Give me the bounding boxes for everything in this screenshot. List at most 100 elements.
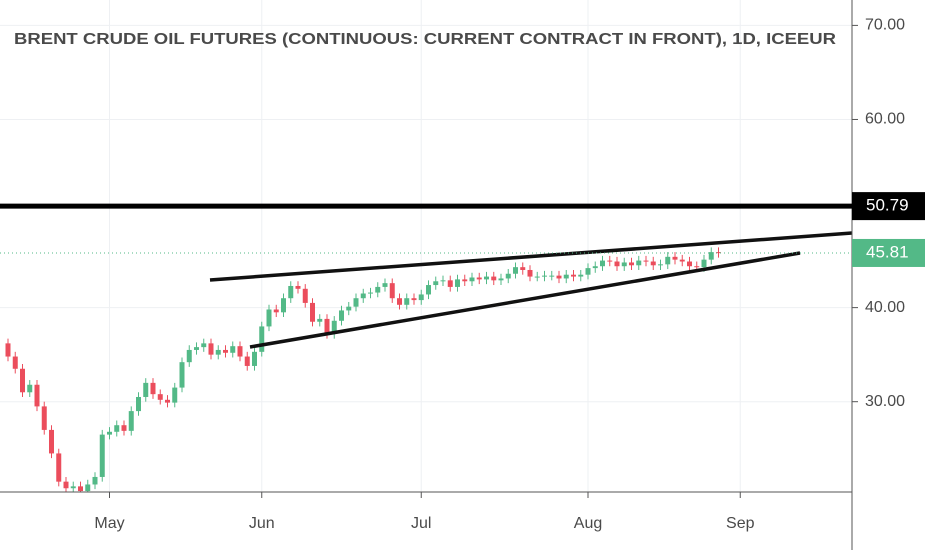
candle-body <box>462 279 468 282</box>
candle-body <box>716 252 721 254</box>
candle-body <box>513 267 518 274</box>
candle-body <box>701 259 707 268</box>
candle-body <box>621 262 627 267</box>
candle-body <box>469 277 475 282</box>
candle-body <box>426 285 431 295</box>
candle-body <box>375 286 381 293</box>
candle-body <box>542 275 547 277</box>
y-tick-label: 40.00 <box>865 299 905 316</box>
candle-body <box>658 264 663 266</box>
level-box <box>852 192 925 221</box>
x-tick-label: Jun <box>249 515 275 532</box>
candle-body <box>404 298 410 305</box>
x-tick-label: Sep <box>726 515 755 532</box>
candle-body <box>92 476 98 485</box>
candle-body <box>128 411 134 431</box>
candle-body <box>650 261 656 266</box>
candle-body <box>549 275 555 277</box>
candle-body <box>556 275 562 279</box>
candle-body <box>520 267 526 270</box>
y-tick-label: 30.00 <box>865 393 905 410</box>
candle-body <box>563 274 569 279</box>
candle-body <box>498 278 504 281</box>
candle-body <box>143 382 149 397</box>
candle-body <box>194 347 199 350</box>
candle-body <box>484 276 489 280</box>
candle-body <box>679 259 685 262</box>
candle-body <box>578 274 584 277</box>
candle-body <box>295 285 301 289</box>
candle-body <box>360 293 366 299</box>
candle-body <box>49 429 54 454</box>
last-price-box <box>852 238 925 267</box>
candle-body <box>607 260 613 262</box>
candle-body <box>157 394 163 400</box>
candle-body <box>85 484 91 492</box>
candle-body <box>600 260 605 267</box>
candle-body <box>63 481 69 489</box>
candle-body <box>78 486 83 492</box>
candle-body <box>172 387 178 403</box>
candle-body <box>382 283 388 287</box>
candle-body <box>165 399 170 403</box>
candle-body <box>5 343 11 357</box>
candle-body <box>339 310 344 321</box>
candle-body <box>244 356 250 366</box>
x-tick-label: Aug <box>574 515 602 532</box>
candle-body <box>505 273 511 279</box>
candle-body <box>687 261 692 267</box>
candle-body <box>491 276 497 281</box>
candle-body <box>694 266 700 268</box>
candle-body <box>324 318 330 334</box>
candle-body <box>99 434 105 477</box>
candle-body <box>665 256 671 265</box>
candle-body <box>288 285 294 299</box>
x-tick-label: Jul <box>411 515 431 532</box>
x-tick-label: May <box>94 515 124 532</box>
upper-trendline <box>209 231 853 282</box>
candle-body <box>56 453 62 482</box>
candle-body <box>368 292 373 294</box>
candle-body <box>266 309 272 327</box>
candle-body <box>310 302 315 322</box>
grid <box>0 0 858 498</box>
candle-body <box>252 351 257 366</box>
candle-body <box>281 298 286 313</box>
y-tick-label: 70.00 <box>865 17 905 34</box>
candle-body <box>34 384 40 407</box>
candle-body <box>643 260 649 262</box>
candle-body <box>237 346 243 357</box>
candle-body <box>12 356 18 369</box>
candle-body <box>418 294 424 301</box>
candle-body <box>592 266 598 269</box>
overlays: 45.81 50.79 <box>0 192 925 267</box>
candle-body <box>629 262 634 266</box>
candle-body <box>317 318 323 322</box>
candle-body <box>20 368 25 393</box>
candle-body <box>27 384 33 393</box>
candle-body <box>331 320 337 334</box>
candle-body <box>346 306 352 311</box>
candle-body <box>353 298 359 307</box>
candles <box>5 247 721 492</box>
candle-body <box>527 269 533 277</box>
candle-body <box>571 274 576 277</box>
candle-body <box>302 288 308 303</box>
candle-body <box>186 349 192 363</box>
candle-body <box>41 406 47 430</box>
y-tick-label: 60.00 <box>865 111 905 128</box>
candle-body <box>107 431 112 435</box>
candle-body <box>614 261 620 267</box>
candle-body <box>534 276 540 278</box>
candle-body <box>708 252 714 260</box>
candle-body <box>179 362 185 388</box>
candle-body <box>411 298 417 301</box>
candle-body <box>585 268 591 275</box>
candle-body <box>208 343 214 355</box>
candle-body <box>389 283 395 299</box>
candle-body <box>201 343 207 348</box>
candle-body <box>455 279 460 287</box>
candle-body <box>447 280 453 287</box>
candle-body <box>230 346 236 353</box>
